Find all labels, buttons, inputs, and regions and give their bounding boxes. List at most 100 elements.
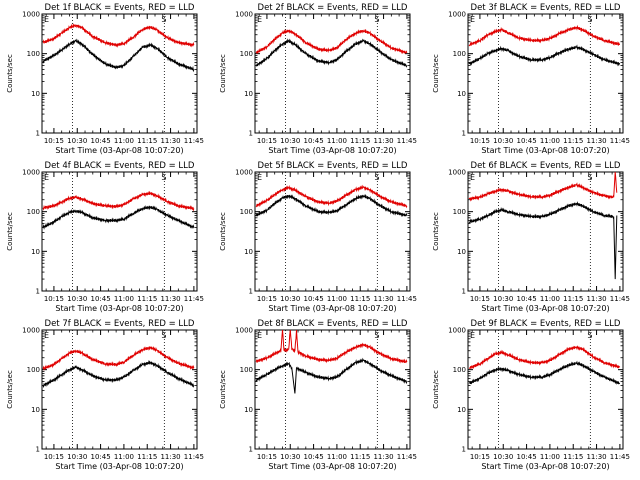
series-line-events xyxy=(255,193,408,218)
marker-s: S xyxy=(587,331,592,340)
series-line-events xyxy=(468,360,620,385)
x-tick-label: 11:15 xyxy=(563,295,583,303)
x-tick-label: 11:30 xyxy=(586,137,606,145)
panel-title: Det 1f BLACK = Events, RED = LLD xyxy=(45,3,195,13)
y-tick-label: 100 xyxy=(240,366,253,374)
x-tick-label: 11:45 xyxy=(610,453,630,461)
y-tick-label: 1 xyxy=(462,130,466,138)
x-tick-label: 11:45 xyxy=(397,295,417,303)
panel-title: Det 7f BLACK = Events, RED = LLD xyxy=(45,319,195,329)
series-line-lld xyxy=(468,345,621,370)
x-tick-label: 10:45 xyxy=(516,137,536,145)
y-tick-label: 1000 xyxy=(22,11,40,19)
y-tick-label: 100 xyxy=(27,366,40,374)
x-tick-label: 10:15 xyxy=(44,295,64,303)
series-line-events xyxy=(468,44,621,67)
y-tick-label: 10 xyxy=(244,406,253,414)
x-tick-label: 11:45 xyxy=(397,453,417,461)
x-tick-label: 10:15 xyxy=(470,453,490,461)
marker-e: E xyxy=(257,173,262,182)
x-tick-label: 11:15 xyxy=(137,453,157,461)
y-tick-label: 1000 xyxy=(448,327,466,335)
x-tick-label: 11:45 xyxy=(184,137,204,145)
x-tick-label: 10:15 xyxy=(257,137,277,145)
series-line-lld xyxy=(255,184,408,209)
x-tick-label: 10:45 xyxy=(516,295,536,303)
series-line-events xyxy=(255,357,408,394)
marker-e: E xyxy=(257,331,262,340)
marker-s: S xyxy=(161,173,166,182)
panel-title: Det 9f BLACK = Events, RED = LLD xyxy=(471,319,621,329)
y-tick-label: 10 xyxy=(457,90,466,98)
x-tick-label: 10:30 xyxy=(493,295,513,303)
x-tick-label: 11:00 xyxy=(327,453,347,461)
x-tick-label: 11:30 xyxy=(373,137,393,145)
detector-panel-9: Det 9f BLACK = Events, RED = LLD Counts/s… xyxy=(432,319,630,471)
marker-e: E xyxy=(44,15,49,24)
plot-frame xyxy=(467,329,624,450)
x-tick-label: 10:45 xyxy=(90,137,110,145)
y-tick-label: 1 xyxy=(36,288,40,296)
y-tick-label: 1 xyxy=(249,288,253,296)
y-tick-label: 1000 xyxy=(235,327,253,335)
x-tick-label: 10:15 xyxy=(44,453,64,461)
x-tick-label: 11:45 xyxy=(610,295,630,303)
x-tick-label: 10:45 xyxy=(303,137,323,145)
y-axis-label: Counts/sec xyxy=(432,54,440,93)
marker-s: S xyxy=(374,15,379,24)
x-tick-label: 10:15 xyxy=(470,137,490,145)
series-line-lld xyxy=(468,24,620,47)
x-tick-label: 11:15 xyxy=(137,137,157,145)
y-axis-label: Counts/sec xyxy=(432,212,440,251)
marker-e: E xyxy=(470,15,475,24)
x-tick-label: 11:30 xyxy=(586,295,606,303)
y-tick-label: 100 xyxy=(240,50,253,58)
y-tick-label: 100 xyxy=(453,208,466,216)
marker-s: S xyxy=(374,173,379,182)
series-line-events xyxy=(42,205,195,230)
x-tick-label: 11:00 xyxy=(540,453,560,461)
y-tick-label: 1000 xyxy=(235,169,253,177)
x-axis-label: Start Time (03-Apr-08 10:07:20) xyxy=(268,146,396,155)
y-tick-label: 10 xyxy=(31,406,40,414)
x-tick-label: 10:30 xyxy=(493,137,513,145)
y-axis-label: Counts/sec xyxy=(219,54,227,93)
x-axis-label: Start Time (03-Apr-08 10:07:20) xyxy=(268,462,396,471)
y-tick-label: 1 xyxy=(36,446,40,454)
y-tick-label: 1000 xyxy=(22,169,40,177)
series-line-lld xyxy=(42,23,195,48)
x-tick-label: 10:30 xyxy=(493,453,513,461)
marker-s: S xyxy=(374,331,379,340)
plot-frame xyxy=(41,13,198,134)
marker-e: E xyxy=(470,331,475,340)
y-tick-label: 10 xyxy=(31,248,40,256)
series-line-lld xyxy=(255,28,408,55)
series-line-events xyxy=(468,201,618,280)
plot-frame xyxy=(41,171,198,292)
x-tick-label: 11:30 xyxy=(373,295,393,303)
panel-title: Det 3f BLACK = Events, RED = LLD xyxy=(471,3,621,13)
x-tick-label: 10:30 xyxy=(67,295,87,303)
detector-panel-8: Det 8f BLACK = Events, RED = LLD Counts/s… xyxy=(219,319,417,471)
y-axis-label: Counts/sec xyxy=(432,370,440,409)
x-tick-label: 11:30 xyxy=(586,453,606,461)
x-tick-label: 10:45 xyxy=(90,453,110,461)
plot-frame xyxy=(254,171,411,292)
y-axis-label: Counts/sec xyxy=(219,212,227,251)
x-tick-label: 11:00 xyxy=(327,295,347,303)
y-tick-label: 1 xyxy=(249,130,253,138)
detector-panel-2: Det 2f BLACK = Events, RED = LLD Counts/s… xyxy=(219,3,417,155)
y-tick-label: 10 xyxy=(457,248,466,256)
plot-frame xyxy=(254,329,411,450)
y-tick-label: 1 xyxy=(462,288,466,296)
x-tick-label: 11:30 xyxy=(160,295,180,303)
series-line-lld xyxy=(42,190,195,212)
marker-s: S xyxy=(587,173,592,182)
x-axis-label: Start Time (03-Apr-08 10:07:20) xyxy=(268,304,396,313)
x-axis-label: Start Time (03-Apr-08 10:07:20) xyxy=(481,146,609,155)
y-tick-label: 1000 xyxy=(235,11,253,19)
x-tick-label: 10:30 xyxy=(67,137,87,145)
x-tick-label: 11:30 xyxy=(160,453,180,461)
panel-title: Det 4f BLACK = Events, RED = LLD xyxy=(45,161,195,171)
y-tick-label: 1000 xyxy=(448,11,466,19)
